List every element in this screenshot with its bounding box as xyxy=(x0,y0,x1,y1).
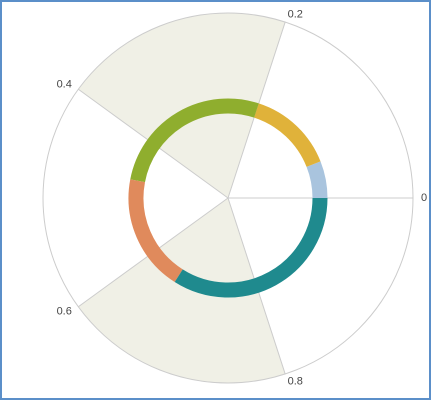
ring-segment xyxy=(253,103,321,168)
tick-label: 0.4 xyxy=(57,78,72,90)
tick-label: 0.2 xyxy=(288,8,303,20)
ring-segment xyxy=(130,98,259,183)
ring-segment xyxy=(306,161,328,199)
tick-label: 0 xyxy=(421,192,427,204)
tick-label: 0.8 xyxy=(288,375,303,387)
ring-segment xyxy=(174,197,328,298)
band xyxy=(78,12,286,198)
ring-segment xyxy=(128,179,183,283)
band xyxy=(78,198,286,383)
tick-label: 0.6 xyxy=(57,305,72,317)
